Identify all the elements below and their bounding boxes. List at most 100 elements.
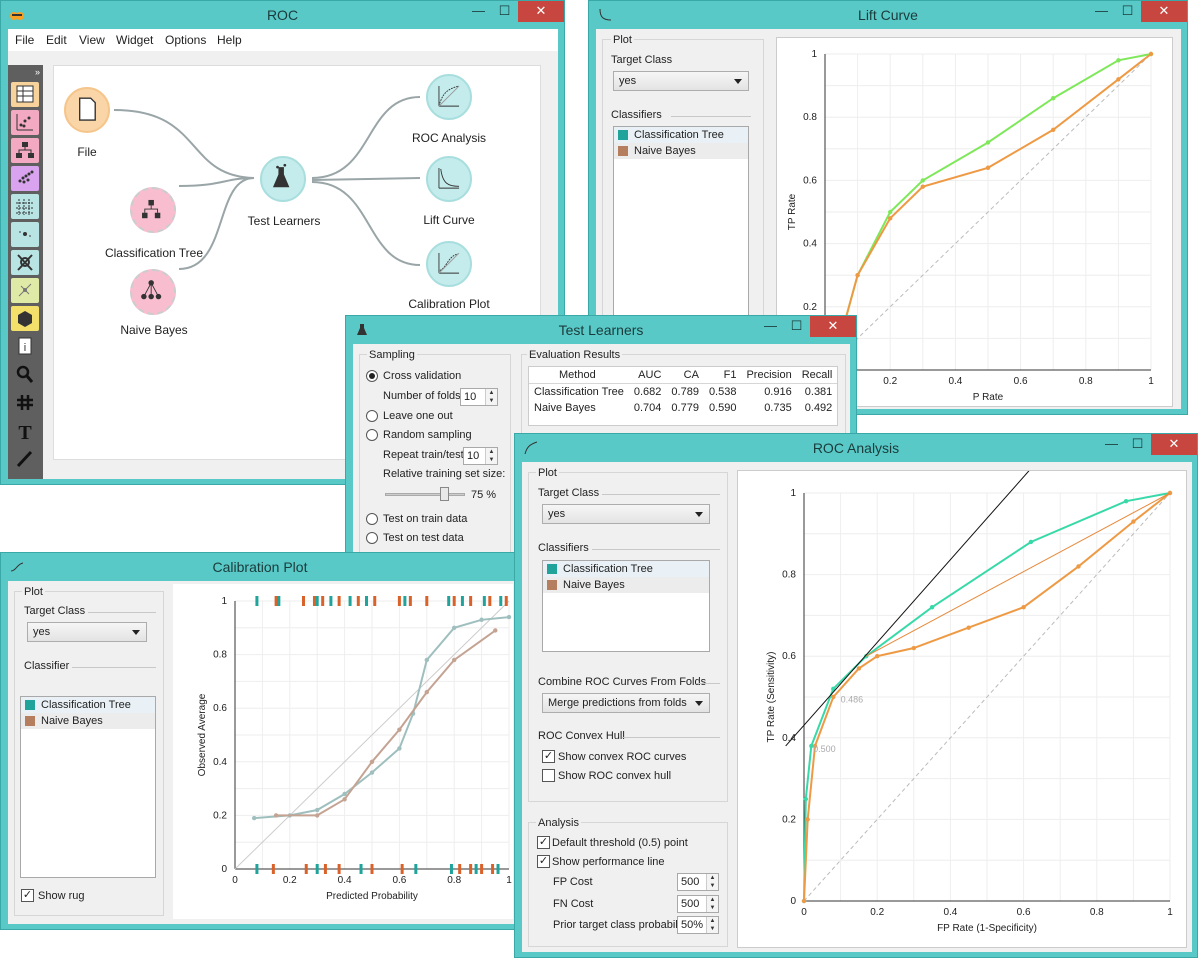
list-item[interactable]: Naive Bayes — [614, 143, 748, 159]
classifier-list[interactable]: Classification Tree Naive Bayes — [20, 696, 156, 878]
roc-client: Plot Target Class yes Classifiers Classi… — [522, 462, 1192, 952]
random-sampling-radio[interactable] — [366, 429, 378, 441]
cross-validation-label: Cross validation — [383, 370, 462, 382]
text-icon[interactable]: T — [11, 418, 39, 444]
lift-plot-area[interactable]: 0.2 0.4 0.6 0.8 1 0.2 0.4 0.6 0.8 1 P Rate TP Rate — [776, 37, 1173, 407]
menu-view[interactable]: View — [79, 33, 105, 47]
table-row[interactable]: Classification Tree 0.682 0.789 0.538 0.916 0… — [534, 386, 833, 398]
results-table-container[interactable]: Method AUC CA F1 Precision Recall Classificat… — [528, 366, 838, 426]
train-size-slider[interactable] — [385, 487, 465, 501]
mds-icon[interactable] — [11, 222, 39, 247]
list-item[interactable]: Classification Tree — [21, 697, 155, 713]
close-button[interactable]: ✕ — [1151, 434, 1197, 455]
brush-icon[interactable] — [11, 446, 39, 471]
table-row[interactable]: Naive Bayes 0.704 0.779 0.590 0.735 0.492 — [534, 402, 833, 414]
network-icon[interactable] — [11, 250, 39, 275]
maximize-button[interactable]: ☐ — [1131, 436, 1144, 451]
search-icon[interactable] — [11, 362, 39, 387]
list-item[interactable]: Naive Bayes — [543, 577, 709, 593]
calibration-icon — [10, 562, 24, 572]
show-performance-line-checkbox[interactable]: ✓ — [537, 855, 550, 868]
naive-bayes-node[interactable] — [130, 269, 176, 315]
data-point — [831, 686, 836, 692]
title-bar[interactable]: Test Learners — ☐ ✕ — [346, 316, 856, 344]
diagonal-reference-line — [234, 600, 510, 870]
list-item[interactable]: Classification Tree — [614, 127, 748, 143]
box-plot-icon[interactable] — [11, 306, 39, 331]
menu-options[interactable]: Options — [165, 33, 207, 47]
close-button[interactable]: ✕ — [1141, 1, 1187, 22]
leave-one-out-radio[interactable] — [366, 410, 378, 422]
default-threshold-checkbox[interactable]: ✓ — [537, 836, 550, 849]
title-bar[interactable]: ROC — ☐ ✕ — [1, 1, 564, 29]
menu-file[interactable]: File — [15, 33, 35, 47]
calibration-plot-area[interactable]: 0 0.2 0.4 0.6 0.8 1 0 0.2 0.4 0.6 0.8 1 Predicted Pr… — [173, 584, 513, 919]
maximize-button[interactable]: ☐ — [498, 3, 511, 18]
classifiers-list[interactable]: Classification Tree Naive Bayes — [542, 560, 710, 652]
minimize-button[interactable]: — — [1095, 3, 1108, 18]
title-bar[interactable]: ROC Analysis — ☐ ✕ — [515, 434, 1197, 462]
menu-widget[interactable]: Widget — [116, 33, 154, 47]
show-convex-hull-checkbox[interactable] — [542, 769, 555, 782]
x-tick-label: 0.8 — [1090, 907, 1104, 918]
minimize-button[interactable]: — — [764, 318, 777, 333]
sieve-icon[interactable] — [11, 278, 39, 303]
prior-probability-spinbox[interactable]: 50% ▲ ▼ — [677, 916, 719, 934]
distributions-icon[interactable] — [11, 166, 39, 191]
roc-plot-area[interactable]: 0 0.2 0.4 0.6 0.8 1 0 0.2 0.4 0.6 0.8 1 FP Rate (1-S… — [737, 464, 1187, 948]
minimize-button[interactable]: — — [472, 3, 485, 18]
menu-help[interactable]: Help — [217, 33, 242, 47]
tree-viewer-icon[interactable] — [11, 138, 39, 163]
test-on-train-label: Test on train data — [383, 513, 468, 525]
target-class-combo[interactable]: yes — [542, 504, 710, 524]
roc-analysis-node[interactable] — [426, 74, 472, 120]
calibration-plot-node[interactable] — [426, 241, 472, 287]
lift-curve-icon — [599, 8, 612, 21]
expand-toolbox-icon[interactable]: » — [34, 67, 40, 77]
x-tick-label: 1 — [1167, 907, 1173, 918]
folds-spinbox[interactable]: 10 ▲ ▼ — [460, 388, 498, 406]
fn-cost-spinbox[interactable]: 500 ▲ ▼ — [677, 895, 719, 913]
test-on-test-radio[interactable] — [366, 532, 378, 544]
list-item[interactable]: Naive Bayes — [21, 713, 155, 729]
y-tick-label: 0 — [221, 864, 227, 875]
classification-tree-node[interactable] — [130, 187, 176, 233]
data-point — [929, 605, 935, 610]
title-bar[interactable]: Lift Curve — ☐ ✕ — [589, 1, 1187, 29]
data-table-icon[interactable] — [11, 82, 39, 107]
menu-edit[interactable]: Edit — [46, 33, 67, 47]
train-size-value: 75 % — [471, 489, 497, 501]
heat-map-icon[interactable] — [11, 194, 39, 219]
title-bar[interactable]: Calibration Plot — [1, 553, 519, 581]
maximize-button[interactable]: ☐ — [1121, 3, 1134, 18]
classifier-label: Classifier — [24, 660, 70, 672]
file-icon — [79, 97, 96, 121]
x-tick-label: 0.2 — [283, 875, 297, 886]
info-icon[interactable]: i — [11, 334, 39, 359]
rug-mark — [315, 596, 319, 606]
show-convex-curves-checkbox[interactable]: ✓ — [542, 750, 555, 763]
grid-icon[interactable] — [11, 390, 39, 415]
file-node[interactable] — [64, 87, 110, 133]
test-on-train-radio[interactable] — [366, 513, 378, 525]
data-point — [452, 657, 457, 663]
classifiers-label: Classifiers — [611, 109, 662, 121]
series-color-swatch — [25, 716, 35, 726]
target-class-combo[interactable]: yes — [27, 622, 147, 642]
test-learners-node[interactable] — [260, 156, 306, 202]
cross-validation-radio[interactable] — [366, 370, 378, 382]
show-rug-checkbox[interactable]: ✓ — [21, 889, 34, 902]
target-class-combo[interactable]: yes — [613, 71, 749, 91]
close-button[interactable]: ✕ — [810, 316, 856, 337]
slider-handle[interactable] — [440, 487, 449, 501]
maximize-button[interactable]: ☐ — [790, 318, 803, 333]
list-item[interactable]: Classification Tree — [543, 561, 709, 577]
scatter-plot-icon[interactable] — [11, 110, 39, 135]
fp-cost-spinbox[interactable]: 500 ▲ ▼ — [677, 873, 719, 891]
combine-folds-combo[interactable]: Merge predictions from folds — [542, 693, 710, 713]
repeat-spinbox[interactable]: 10 ▲ ▼ — [463, 447, 498, 465]
minimize-button[interactable]: — — [1105, 436, 1118, 451]
close-button[interactable]: ✕ — [518, 1, 564, 22]
y-tick-label: 0.6 — [782, 651, 796, 662]
lift-curve-node[interactable] — [426, 156, 472, 202]
